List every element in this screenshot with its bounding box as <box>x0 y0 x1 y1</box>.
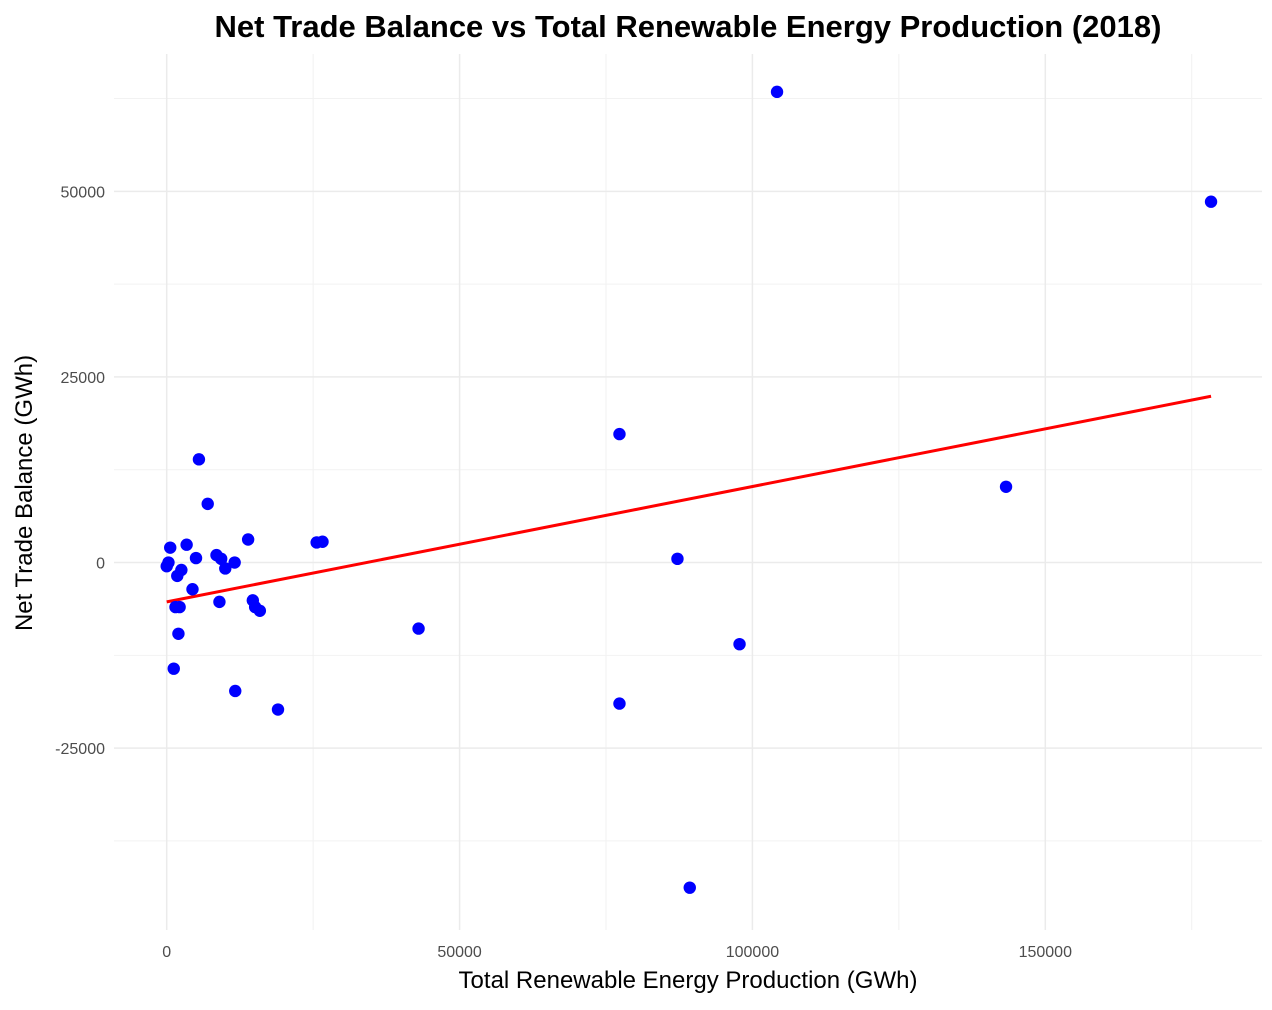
data-point <box>172 627 185 640</box>
data-point <box>186 583 199 596</box>
data-point <box>162 556 175 569</box>
y-axis-ticks: -25000 0 25000 50000 <box>55 184 105 758</box>
x-axis-ticks: 0 50000 100000 150000 <box>162 944 1072 961</box>
data-point <box>213 595 226 609</box>
data-point <box>271 703 285 716</box>
data-point <box>228 556 241 569</box>
data-point <box>613 697 626 710</box>
data-point <box>613 427 626 441</box>
data-point <box>683 881 696 894</box>
data-point <box>253 604 267 617</box>
data-point <box>214 552 228 566</box>
data-point <box>412 622 425 635</box>
data-point <box>192 453 206 466</box>
data-point <box>770 85 784 99</box>
data-point <box>733 637 746 651</box>
data-point <box>229 684 242 698</box>
trend-line-layer <box>166 394 1212 604</box>
x-axis-label: Total Renewable Energy Production (GWh) <box>459 967 918 994</box>
data-point <box>167 662 180 675</box>
y-tick-label: 50000 <box>61 184 106 201</box>
data-point <box>671 552 684 566</box>
x-tick-label: 150000 <box>1019 944 1072 961</box>
x-tick-label: 0 <box>162 944 171 961</box>
data-point <box>175 563 188 577</box>
data-point <box>164 541 177 554</box>
data-points <box>160 85 1218 894</box>
data-point <box>173 600 186 614</box>
data-point <box>180 538 193 551</box>
y-tick-label: 25000 <box>61 370 106 387</box>
y-tick-label: -25000 <box>55 741 105 758</box>
data-point <box>189 551 203 565</box>
grid <box>114 54 1262 930</box>
trend-line <box>166 394 1212 604</box>
data-point <box>241 533 255 546</box>
chart-title: Net Trade Balance vs Total Renewable Ene… <box>215 9 1162 44</box>
data-point <box>316 535 329 548</box>
data-point <box>999 480 1013 494</box>
y-axis-label: Net Trade Balance (GWh) <box>11 355 38 631</box>
data-point <box>1204 195 1218 208</box>
data-point <box>219 562 232 575</box>
y-tick-label: 0 <box>96 556 105 573</box>
x-tick-label: 100000 <box>726 944 779 961</box>
data-point <box>201 497 214 511</box>
x-tick-label: 50000 <box>437 944 482 961</box>
